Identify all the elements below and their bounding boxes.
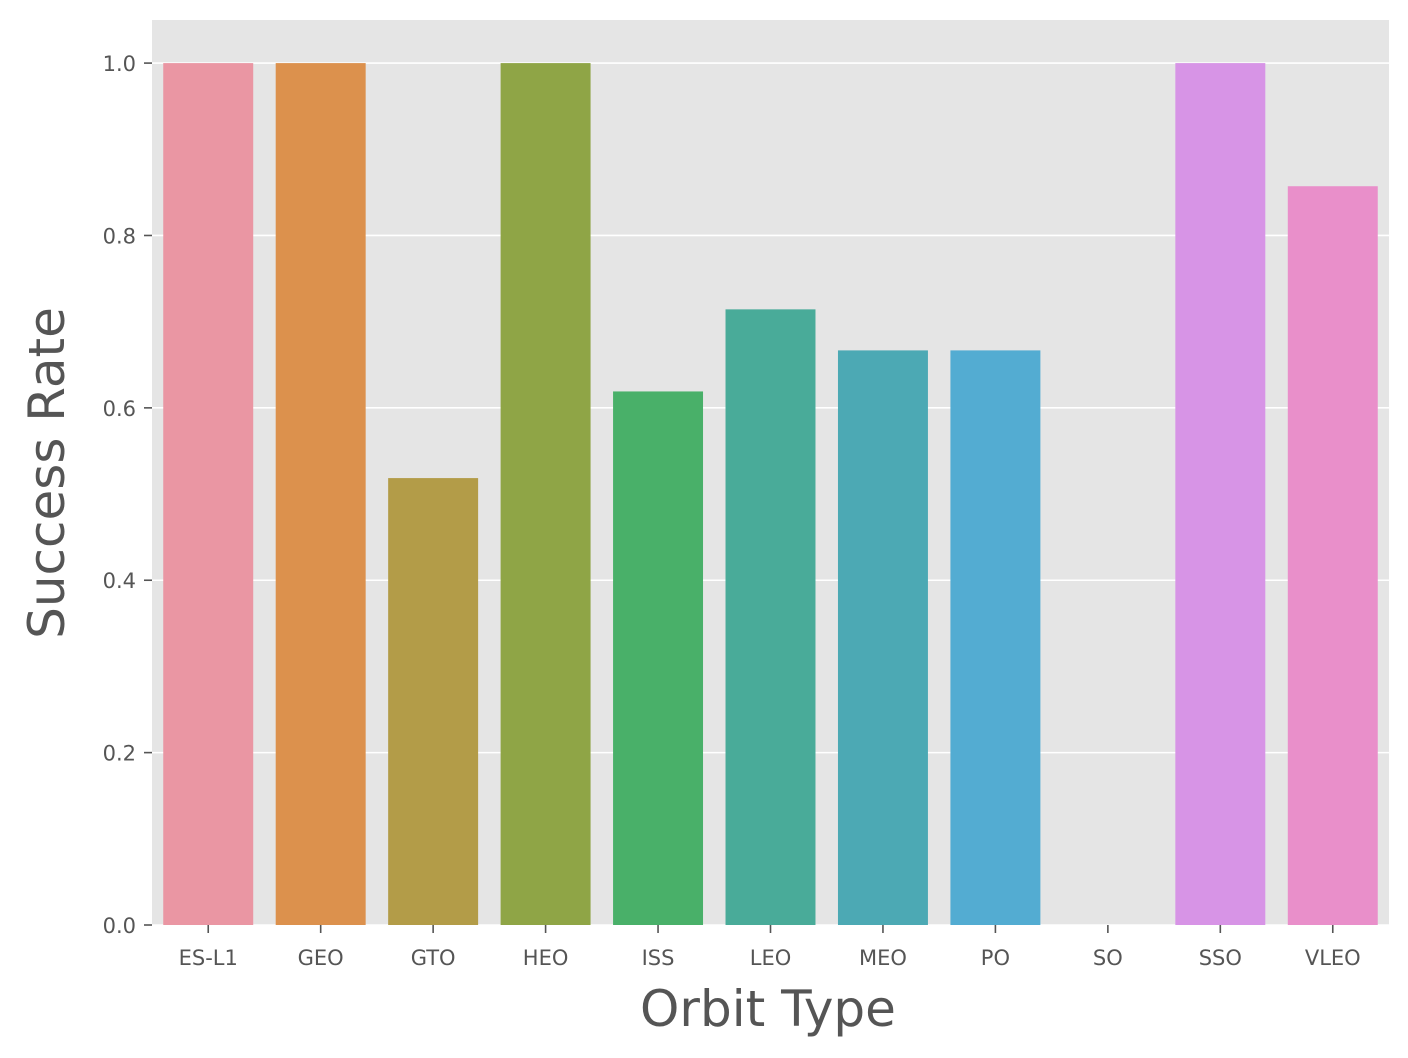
x-tick-label: LEO xyxy=(750,946,792,970)
x-tick-label: PO xyxy=(981,946,1010,970)
x-tick-label: SO xyxy=(1093,946,1123,970)
y-axis-title: Success Rate xyxy=(18,307,76,639)
y-tick-label: 1.0 xyxy=(103,52,136,76)
x-tick-label: GTO xyxy=(411,946,456,970)
bar-meo xyxy=(837,350,928,925)
x-tick-label: HEO xyxy=(523,946,569,970)
bar-geo xyxy=(275,63,366,926)
y-tick-label: 0.4 xyxy=(103,569,136,593)
bar-sso xyxy=(1175,63,1266,926)
x-axis-title: Orbit Type xyxy=(640,980,896,1038)
bar-iss xyxy=(613,391,704,925)
bar-po xyxy=(950,350,1041,925)
x-tick-label: GEO xyxy=(298,946,344,970)
x-tick-label: MEO xyxy=(859,946,907,970)
x-tick-label: VLEO xyxy=(1305,946,1361,970)
y-tick-label: 0.6 xyxy=(103,397,136,421)
x-tick-label: SSO xyxy=(1199,946,1242,970)
bar-leo xyxy=(725,309,816,925)
bar-heo xyxy=(500,63,591,926)
y-axis-ticks: 0.0 0.2 0.4 0.6 0.8 1.0 xyxy=(103,52,152,938)
bar-gto xyxy=(388,478,479,925)
y-tick-label: 0.0 xyxy=(103,914,136,938)
y-tick-label: 0.8 xyxy=(103,224,136,248)
bar-es-l1 xyxy=(163,63,254,926)
x-axis-ticks: ES-L1 GEO GTO HEO ISS LEO MEO PO SO SSO VLEO xyxy=(179,925,1361,970)
bar-vleo xyxy=(1287,186,1378,925)
x-tick-label: ES-L1 xyxy=(179,946,238,970)
x-tick-label: ISS xyxy=(642,946,675,970)
bars xyxy=(163,63,1378,926)
y-tick-label: 0.2 xyxy=(103,742,136,766)
